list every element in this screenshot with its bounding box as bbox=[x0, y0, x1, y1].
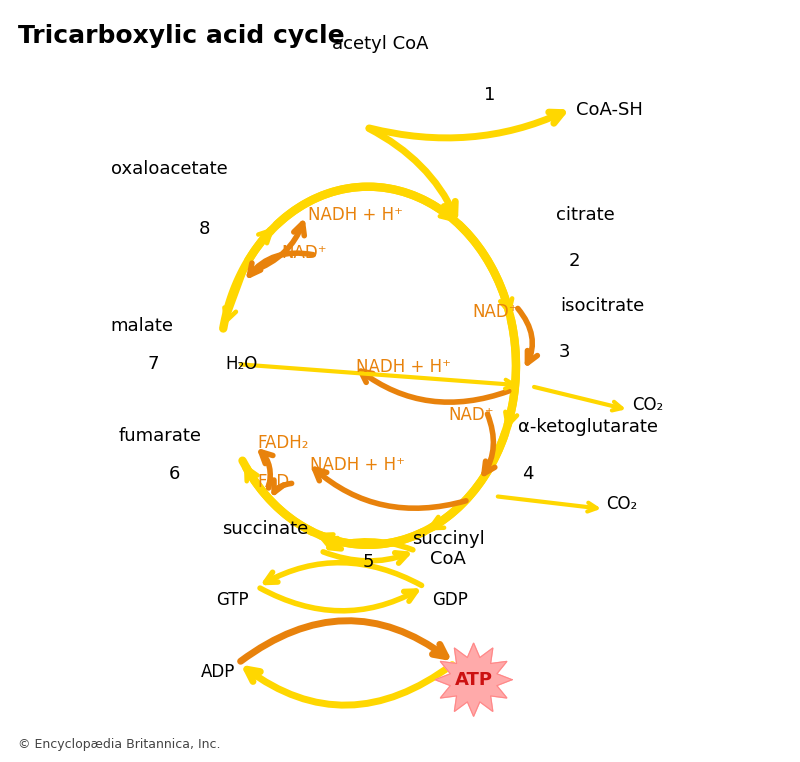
Text: FADH₂: FADH₂ bbox=[258, 434, 309, 453]
Text: GTP: GTP bbox=[216, 591, 248, 610]
Text: 6: 6 bbox=[169, 465, 180, 483]
Text: 5: 5 bbox=[362, 553, 374, 572]
Text: 4: 4 bbox=[522, 465, 534, 483]
Text: ATP: ATP bbox=[454, 671, 493, 689]
Text: citrate: citrate bbox=[556, 206, 614, 224]
Text: H₂O: H₂O bbox=[226, 355, 258, 373]
Text: GDP: GDP bbox=[432, 591, 467, 610]
Text: acetyl CoA: acetyl CoA bbox=[332, 35, 428, 53]
Text: NADH + H⁺: NADH + H⁺ bbox=[310, 456, 406, 474]
Polygon shape bbox=[435, 643, 512, 716]
Text: CoA-SH: CoA-SH bbox=[576, 101, 643, 120]
Text: oxaloacetate: oxaloacetate bbox=[111, 160, 228, 178]
Text: NAD⁺: NAD⁺ bbox=[282, 244, 327, 262]
Text: © Encyclopædia Britannica, Inc.: © Encyclopædia Britannica, Inc. bbox=[18, 738, 220, 751]
Text: isocitrate: isocitrate bbox=[560, 297, 644, 315]
Text: CO₂: CO₂ bbox=[632, 396, 663, 415]
Text: 7: 7 bbox=[148, 355, 159, 373]
Text: NAD⁺: NAD⁺ bbox=[448, 406, 494, 424]
Text: FAD: FAD bbox=[258, 472, 290, 491]
Text: 1: 1 bbox=[484, 86, 495, 104]
Text: 2: 2 bbox=[569, 251, 580, 270]
Text: Tricarboxylic acid cycle: Tricarboxylic acid cycle bbox=[18, 24, 344, 48]
Text: succinyl
CoA: succinyl CoA bbox=[412, 530, 484, 568]
Text: α-ketoglutarate: α-ketoglutarate bbox=[518, 418, 658, 436]
Text: NADH + H⁺: NADH + H⁺ bbox=[356, 358, 451, 376]
Text: succinate: succinate bbox=[222, 520, 309, 538]
Text: fumarate: fumarate bbox=[118, 427, 202, 445]
Text: 8: 8 bbox=[198, 219, 210, 238]
Text: malate: malate bbox=[110, 317, 174, 335]
Text: CO₂: CO₂ bbox=[606, 495, 638, 514]
Text: 3: 3 bbox=[558, 343, 570, 361]
Text: NAD⁺: NAD⁺ bbox=[472, 303, 518, 322]
Text: ADP: ADP bbox=[201, 663, 234, 681]
Text: NADH + H⁺: NADH + H⁺ bbox=[308, 206, 403, 224]
